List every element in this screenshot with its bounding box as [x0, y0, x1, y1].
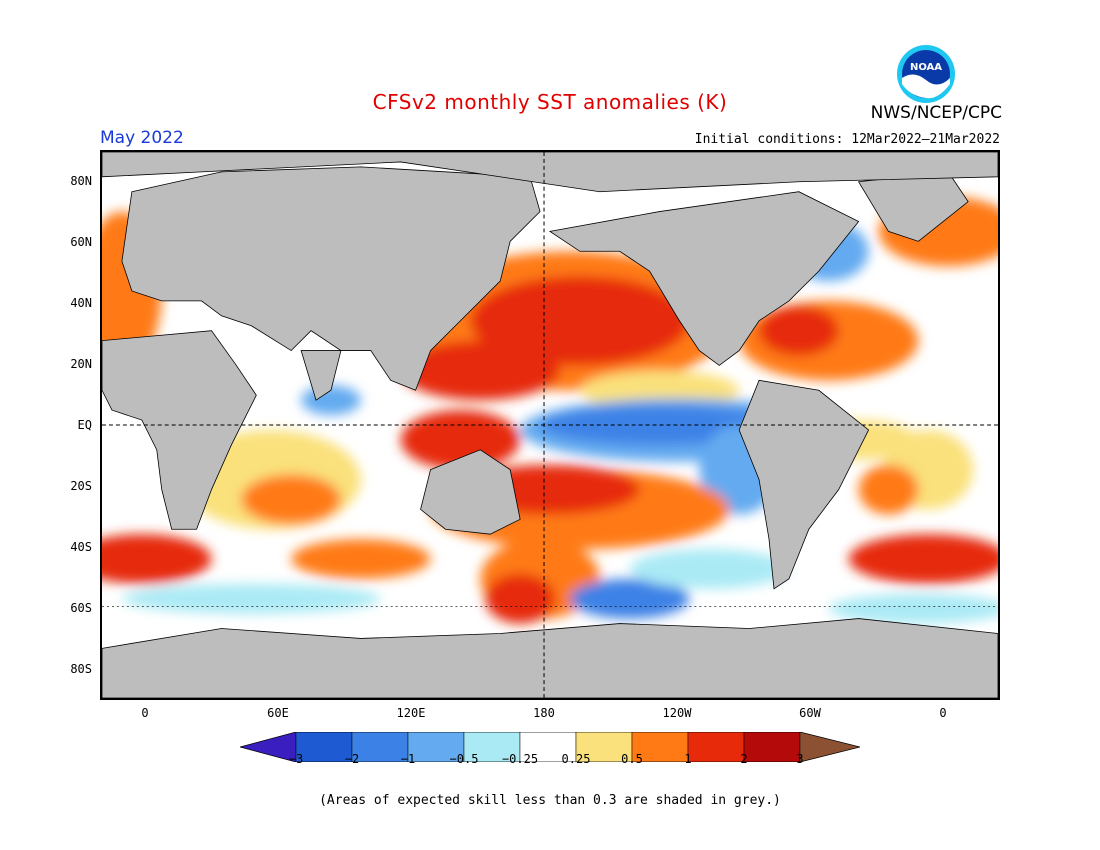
lat-label-20s: 20S [70, 479, 92, 493]
lat-label-80n: 80N [70, 174, 92, 188]
land-south-america [738, 379, 870, 590]
colorbar-label: 1 [684, 752, 692, 766]
colorbar-label: −2 [344, 752, 360, 766]
colorbar-label: 0.5 [621, 752, 643, 766]
colorbar-segment [575, 732, 633, 762]
lat-label-40n: 40N [70, 296, 92, 310]
lat-label-80s: 80S [70, 662, 92, 676]
lon-label-120w: 120W [662, 706, 692, 720]
lon-label-60e: 60E [267, 706, 289, 720]
colorbar-label: −3 [288, 752, 304, 766]
colorbar-end-high [799, 732, 860, 762]
lat-label-60n: 60N [70, 235, 92, 249]
lon-label-0-left: 0 [141, 706, 149, 720]
colorbar [240, 732, 860, 762]
map-canvas [102, 152, 998, 698]
colorbar-label: 3 [796, 752, 804, 766]
land-india [300, 350, 342, 401]
noaa-logo-text: NOAA [910, 62, 942, 73]
lat-label-eq: EQ [77, 418, 92, 432]
colorbar-segment [743, 732, 801, 762]
colorbar-label: −0.5 [449, 752, 479, 766]
lon-label-0-right: 0 [939, 706, 947, 720]
land-eurasia [121, 166, 541, 391]
colorbar-label: 2 [740, 752, 748, 766]
land-north-america [548, 191, 860, 366]
sst-anomaly-map [100, 150, 1000, 700]
noaa-logo-icon: NOAA [897, 45, 955, 103]
colorbar-label: −0.25 [501, 752, 539, 766]
colorbar-segment [687, 732, 745, 762]
initial-conditions: Initial conditions: 12Mar2022–21Mar2022 [694, 132, 1000, 147]
lat-label-40s: 40S [70, 540, 92, 554]
land-africa [102, 330, 257, 530]
land-masses [102, 152, 998, 698]
organization-label: NWS/NCEP/CPC [870, 103, 1002, 123]
colorbar-label: 0.25 [561, 752, 591, 766]
land-antarctica [102, 618, 998, 698]
colorbar-label: −1 [400, 752, 416, 766]
skill-note: (Areas of expected skill less than 0.3 a… [319, 793, 781, 808]
forecast-month: May 2022 [100, 128, 184, 148]
lon-label-180: 180 [533, 706, 555, 720]
colorbar-segment [631, 732, 689, 762]
land-arctic [102, 152, 998, 193]
lat-label-60s: 60S [70, 601, 92, 615]
lon-label-60w: 60W [799, 706, 821, 720]
lon-label-120e: 120E [396, 706, 426, 720]
lat-label-20n: 20N [70, 357, 92, 371]
land-australia [420, 449, 521, 535]
chart-title: CFSv2 monthly SST anomalies (K) [372, 90, 728, 114]
colorbar-segment [463, 732, 521, 762]
